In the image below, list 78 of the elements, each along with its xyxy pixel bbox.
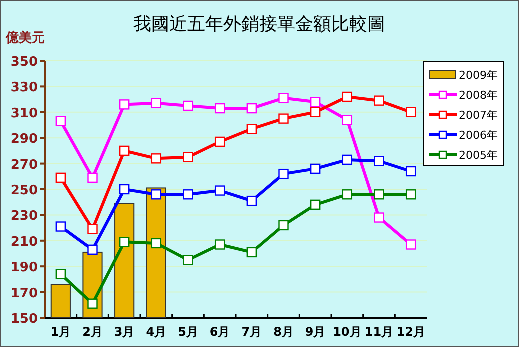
point — [246, 247, 258, 258]
point — [119, 237, 130, 248]
point — [406, 107, 416, 118]
x-tick-label: 8月 — [274, 325, 294, 339]
point — [310, 107, 321, 118]
point — [151, 190, 162, 200]
point — [214, 103, 226, 114]
point — [310, 97, 321, 108]
x-tick-label: 10月 — [333, 325, 362, 339]
legend-label: 2008年 — [459, 89, 498, 102]
x-tick-label: 6月 — [210, 325, 230, 339]
point — [183, 152, 194, 162]
y-tick-label: 270 — [10, 158, 38, 173]
x-tick-label: 7月 — [242, 325, 262, 339]
y-tick-label: 350 — [10, 55, 38, 70]
point — [246, 196, 258, 206]
point — [88, 244, 98, 255]
point — [342, 92, 353, 102]
point — [88, 224, 98, 234]
point — [183, 190, 194, 200]
point — [406, 190, 416, 200]
point — [246, 103, 258, 114]
x-tick-label: 9月 — [305, 325, 326, 339]
point — [374, 212, 384, 223]
point — [151, 238, 162, 249]
y-tick-label: 330 — [10, 80, 38, 96]
point — [278, 220, 289, 231]
point — [56, 269, 66, 280]
y-tick-label: 250 — [10, 184, 38, 198]
point — [119, 100, 130, 110]
point — [374, 190, 384, 200]
x-tick-label: 2月 — [82, 325, 103, 339]
x-tick-label: 5月 — [178, 325, 198, 339]
legend-label: 2009年 — [459, 69, 498, 82]
point — [278, 93, 289, 104]
chart-title: 我國近五年外銷接單金額比較圖 — [134, 14, 386, 35]
y-tick-label: 190 — [10, 260, 38, 276]
point — [310, 200, 321, 210]
point — [342, 154, 353, 166]
point — [56, 222, 66, 232]
legend-label: 2007年 — [459, 109, 498, 122]
x-tick-label: 1月 — [50, 325, 72, 339]
point — [406, 166, 416, 177]
point — [342, 115, 353, 126]
point — [374, 156, 384, 166]
point — [342, 190, 353, 200]
point — [214, 240, 226, 250]
point — [56, 172, 66, 184]
point — [56, 116, 66, 126]
point — [88, 172, 98, 184]
point — [214, 136, 226, 148]
legend-label: 2005年 — [459, 149, 498, 162]
y-axis-title: 億美元 — [5, 30, 45, 46]
point — [119, 184, 130, 195]
x-tick-label: 4月 — [146, 325, 167, 339]
x-tick-label: 12月 — [396, 325, 426, 339]
y-tick-label: 310 — [10, 106, 38, 122]
y-tick-label: 210 — [10, 234, 38, 250]
y-tick-label: 150 — [10, 312, 38, 327]
point — [88, 298, 98, 309]
y-tick-label: 290 — [10, 132, 38, 148]
point — [119, 146, 130, 156]
x-tick-label: 11月 — [364, 325, 394, 339]
point — [406, 240, 416, 250]
point — [374, 96, 384, 106]
legend-label: 2006年 — [459, 129, 498, 142]
point — [246, 124, 258, 134]
point — [183, 100, 194, 112]
point — [214, 186, 226, 196]
point — [151, 98, 162, 109]
point — [278, 114, 289, 124]
point — [151, 154, 162, 164]
point — [183, 255, 194, 266]
point — [278, 168, 289, 180]
y-tick-label: 170 — [10, 286, 38, 302]
y-tick-label: 230 — [10, 209, 38, 224]
point — [310, 164, 321, 174]
x-tick-label: 3月 — [114, 325, 135, 339]
